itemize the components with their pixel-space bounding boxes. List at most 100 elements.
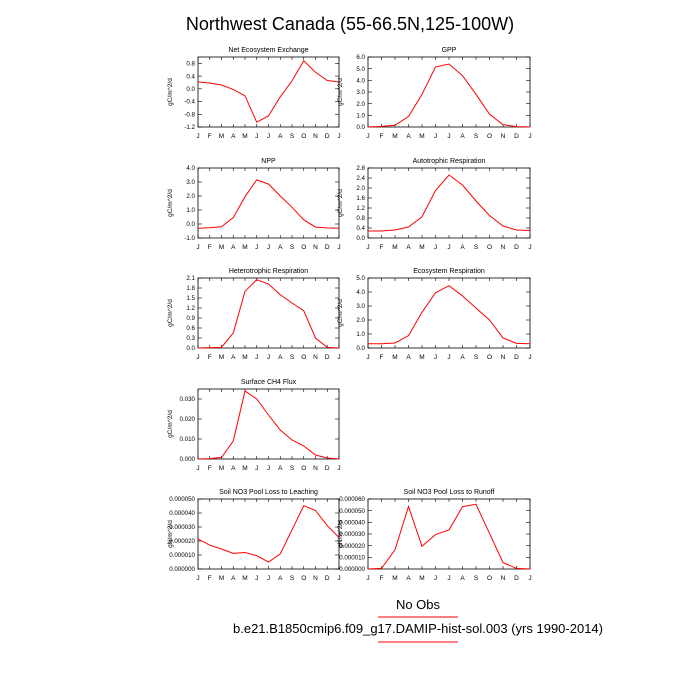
y-tick-label: 1.6 [356, 195, 365, 202]
plot-frame [197, 388, 340, 460]
y-tick-label: 0.3 [186, 335, 195, 342]
x-tick-label: S [474, 244, 479, 251]
x-tick-label: M [419, 575, 424, 582]
series-line [368, 174, 531, 232]
x-tick-label: M [392, 575, 397, 582]
series-line [197, 60, 340, 123]
series-line [368, 285, 531, 345]
series-line [197, 390, 340, 460]
x-tick-label: J [434, 244, 437, 251]
panel-title: NPP [261, 158, 276, 165]
panel-title: Autotrophic Respiration [413, 158, 486, 165]
x-tick-label: J [528, 575, 531, 582]
x-tick-label: A [278, 244, 283, 251]
x-tick-label: A [406, 244, 411, 251]
x-tick-label: S [290, 244, 295, 251]
series-line [367, 503, 531, 570]
y-tick-label: 1.0 [186, 207, 195, 214]
panel-title: Ecosystem Respiration [413, 268, 485, 275]
x-tick-label: J [337, 133, 340, 140]
x-tick-label: M [219, 133, 224, 140]
x-tick-label: M [242, 244, 247, 251]
y-axis-label: gC/m^2/d [337, 78, 344, 106]
x-tick-label: M [419, 244, 424, 251]
y-tick-label: -1.0 [184, 235, 195, 242]
x-tick-label: J [447, 133, 450, 140]
x-tick-label: F [208, 575, 212, 582]
x-tick-label: F [208, 354, 212, 361]
x-tick-label: A [278, 133, 283, 140]
x-tick-label: D [514, 133, 519, 140]
x-tick-label: S [474, 575, 479, 582]
y-tick-label: 4.0 [356, 78, 365, 85]
x-tick-label: N [313, 133, 318, 140]
y-tick-label: 0.4 [186, 73, 195, 80]
x-tick-label: S [290, 133, 295, 140]
y-tick-label: 0.0 [356, 124, 365, 131]
plot-frame [197, 498, 340, 570]
x-tick-label: J [434, 133, 437, 140]
y-tick-label: 0.000030 [339, 531, 365, 538]
x-tick-label: M [242, 354, 247, 361]
plot-frame [367, 167, 531, 239]
x-tick-label: A [231, 465, 236, 472]
y-tick-label: 1.8 [186, 285, 195, 292]
y-tick-label: 3.0 [356, 89, 365, 96]
y-tick-label: 0.030 [180, 396, 196, 403]
x-tick-label: J [447, 244, 450, 251]
x-tick-label: A [231, 354, 236, 361]
y-axis-label: gC/m^2/d [337, 299, 344, 327]
x-tick-label: N [501, 575, 506, 582]
x-tick-label: D [514, 244, 519, 251]
x-tick-label: M [219, 575, 224, 582]
x-tick-label: S [290, 354, 295, 361]
x-tick-label: D [325, 465, 330, 472]
y-tick-label: 2.0 [186, 193, 195, 200]
x-tick-label: J [255, 575, 258, 582]
x-tick-label: J [434, 354, 437, 361]
x-tick-label: S [474, 354, 479, 361]
x-tick-label: J [528, 244, 531, 251]
y-axis-label: gC/m^2/d [167, 410, 174, 438]
x-tick-label: O [487, 133, 492, 140]
plot-frame [367, 56, 531, 128]
y-tick-label: 5.0 [356, 66, 365, 73]
x-tick-label: F [380, 354, 384, 361]
panel-title: Net Ecosystem Exchange [228, 47, 308, 54]
y-tick-label: -0.8 [184, 111, 195, 118]
x-tick-label: J [267, 244, 270, 251]
plot-frame [367, 277, 531, 349]
y-tick-label: 0.9 [186, 315, 195, 322]
y-tick-label: 0.0 [356, 345, 365, 352]
y-tick-label: 0.0 [186, 221, 195, 228]
x-tick-label: J [196, 133, 199, 140]
y-tick-label: -1.2 [184, 124, 195, 131]
y-tick-label: 0.000050 [339, 508, 365, 515]
x-tick-label: A [278, 575, 283, 582]
x-tick-label: M [419, 133, 424, 140]
y-tick-label: 1.0 [356, 113, 365, 120]
y-tick-label: 1.5 [186, 295, 195, 302]
x-tick-label: J [196, 465, 199, 472]
x-tick-label: O [301, 133, 306, 140]
x-tick-label: F [380, 133, 384, 140]
y-tick-label: 0.000030 [169, 524, 195, 531]
plot-frame [197, 277, 340, 349]
y-tick-label: 2.0 [356, 317, 365, 324]
page-title: Northwest Canada (55-66.5N,125-100W) [186, 14, 514, 34]
x-tick-label: O [301, 575, 306, 582]
x-tick-label: N [501, 354, 506, 361]
y-tick-label: 3.0 [356, 303, 365, 310]
x-tick-label: M [219, 244, 224, 251]
y-tick-label: 1.2 [356, 205, 365, 212]
x-tick-label: A [278, 465, 283, 472]
x-tick-label: M [242, 133, 247, 140]
series-line [197, 179, 340, 229]
x-tick-label: M [392, 133, 397, 140]
chart-panel: Soil NO3 Pool Loss to Runoff gN/m^2/d J F M A… [337, 489, 532, 582]
y-tick-label: 1.0 [356, 331, 365, 338]
x-tick-label: J [366, 133, 369, 140]
